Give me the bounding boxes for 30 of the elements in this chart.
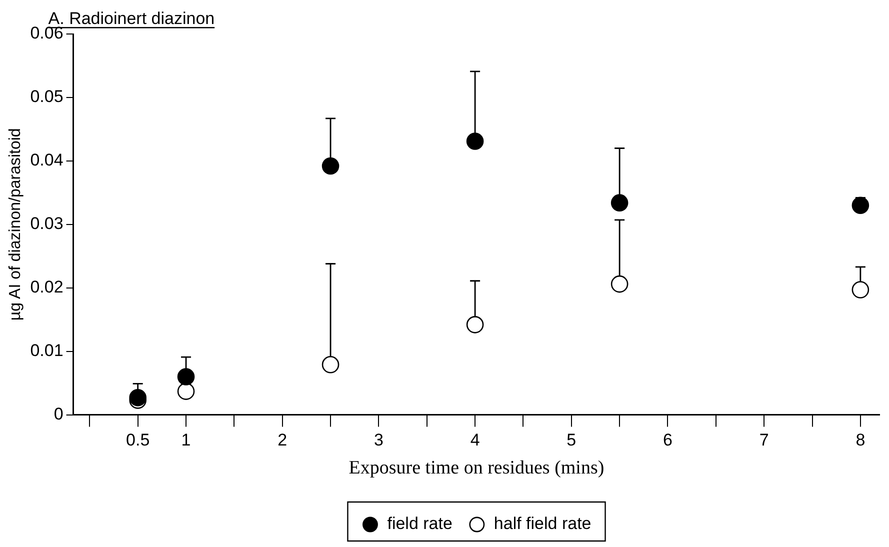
y-tick-label: 0.02	[30, 278, 64, 297]
x-tick-label: 0.5	[126, 430, 150, 450]
point	[852, 281, 870, 298]
x-tick-label: 4	[470, 430, 480, 450]
point	[466, 316, 484, 334]
y-tick-label: 0.04	[30, 150, 64, 170]
point	[610, 275, 628, 293]
x-tick-label: 6	[663, 430, 672, 450]
x-tick-label: 2	[278, 430, 288, 450]
y-tick-label: 0.05	[30, 87, 64, 106]
point	[466, 132, 484, 150]
chart-title: A. Radioinert diazinon	[48, 9, 215, 28]
point	[852, 196, 870, 214]
point	[177, 368, 195, 386]
legend-label: half field rate	[494, 514, 592, 534]
y-tick-label: 0.03	[30, 214, 64, 234]
point	[177, 382, 195, 400]
x-tick-label: 1	[181, 430, 191, 450]
point	[322, 356, 340, 374]
point	[610, 194, 628, 212]
x-tick-label: 7	[759, 430, 769, 450]
x-tick-label: 8	[856, 430, 866, 450]
x-axis-title: Exposure time on residues (mins)	[348, 458, 604, 479]
point	[322, 157, 340, 175]
x-tick-label: 5	[566, 430, 576, 450]
y-tick-label: 0	[54, 404, 64, 424]
y-tick-label: 0.01	[30, 341, 64, 360]
x-tick-label: 3	[374, 430, 384, 450]
legend-label: field rate	[387, 514, 452, 534]
y-axis-title: µg AI of diazinon/parasitoid	[7, 128, 24, 321]
